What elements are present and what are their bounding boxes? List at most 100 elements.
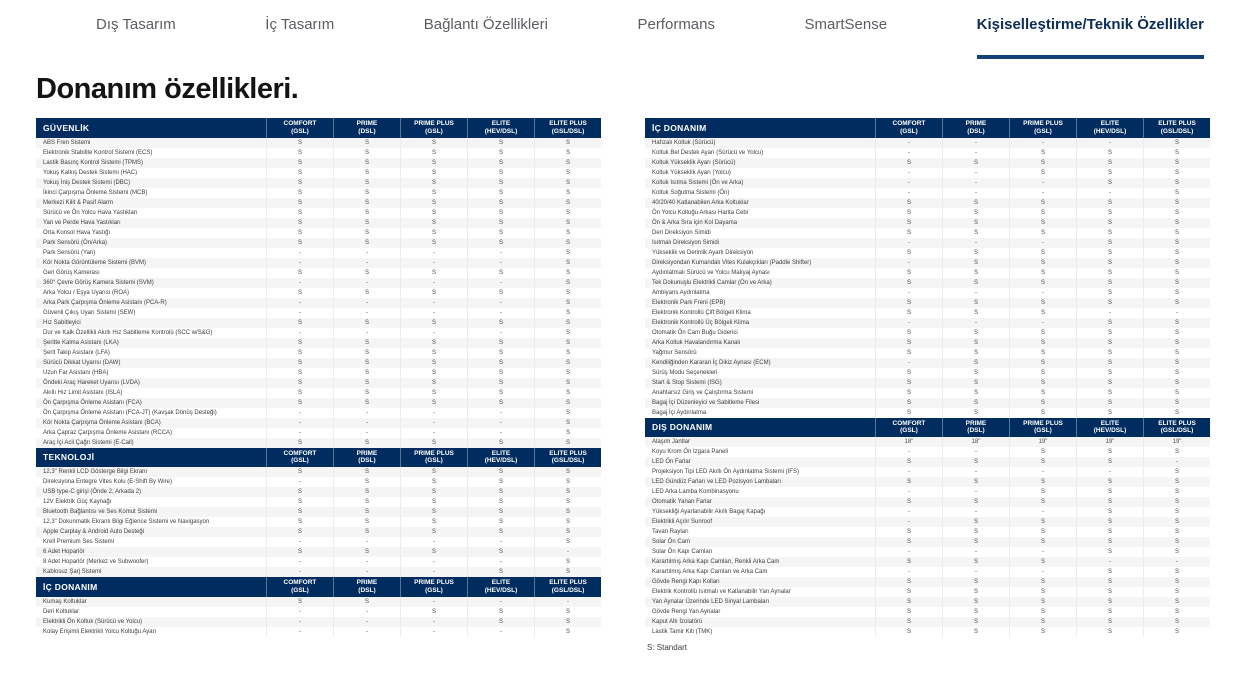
spec-value-cell: S — [399, 517, 467, 528]
spec-value-cell: S — [467, 477, 534, 488]
column-header-elite: ELITE (HEV/DSL) — [1076, 118, 1143, 138]
spec-value-cell: S — [1143, 157, 1210, 168]
spec-value-cell: - — [265, 417, 333, 428]
spec-value-cell: S — [1143, 227, 1210, 238]
column-header-elite-plus: ELITE PLUS (GSL/DSL) — [534, 577, 601, 597]
spec-value-cell: - — [399, 407, 467, 418]
column-header-elite: ELITE (HEV/DSL) — [467, 118, 534, 138]
table-row: Yokuş İniş Destek Sistemi (DBC) S S S S S — [36, 177, 601, 188]
spec-value-cell: - — [941, 467, 1009, 478]
spec-value-cell: - — [1008, 507, 1076, 518]
spec-value-cell: S — [941, 457, 1009, 468]
spec-value-cell: S — [941, 527, 1009, 538]
spec-value-cell: S — [874, 207, 942, 218]
spec-value-cell: S — [467, 237, 534, 248]
feature-label: LED Ön Farlar — [652, 459, 691, 466]
spec-value-cell: - — [467, 596, 534, 607]
spec-value-cell: S — [399, 437, 467, 448]
tab-4[interactable]: SmartSense — [804, 16, 888, 33]
spec-value-cell: S — [534, 297, 601, 308]
spec-value-cell: S — [265, 217, 333, 228]
spec-value-cell: S — [467, 437, 534, 448]
tab-1[interactable]: İç Tasarım — [265, 16, 335, 33]
table-row: Park Sensörü (Yan) - - - - S — [36, 247, 601, 258]
spec-value-cell: - — [467, 626, 534, 637]
table-row: Solar Ön Kapı Camları - - - S S — [645, 547, 1210, 558]
spec-value-cell: S — [534, 317, 601, 328]
spec-value-cell: S — [1008, 247, 1076, 258]
column-header-elite: ELITE (HEV/DSL) — [467, 447, 534, 468]
table-row: Koyu Krom Ön Izgara Paneli - - S S S — [645, 447, 1210, 458]
table-row: Elektrikli Açılır Sunroof - S S S S — [645, 517, 1210, 528]
spec-value-cell: S — [332, 177, 400, 188]
feature-label: Ön & Arka Sıra için Kol Dayama — [652, 219, 738, 226]
spec-value-cell: S — [332, 197, 400, 208]
spec-value-cell: S — [874, 387, 942, 398]
top-tab-bar: Dış Tasarım İç Tasarım Bağlantı Özellikler… — [0, 0, 1244, 59]
tab-2[interactable]: Bağlantı Özellikleri — [423, 16, 548, 33]
spec-value-cell: S — [265, 497, 333, 508]
table-row: Hız Sabitleyici S S S S S — [36, 317, 601, 328]
tab-3[interactable]: Performans — [637, 16, 715, 33]
feature-label: Kör Nokta Görüntüleme Sistemi (BVM) — [43, 259, 147, 266]
spec-value-cell: S — [1076, 377, 1143, 388]
spec-value-cell: - — [399, 567, 467, 578]
table-row: LED Gündüz Farları ve LED Pozisyon Lamba… — [645, 477, 1210, 488]
spec-table-i-donanim: İÇ DONANIM COMFORT (GSL) PRIME (DSL) PRIME PL… — [645, 118, 1210, 418]
spec-value-cell: S — [534, 277, 601, 288]
spec-value-cell: S — [332, 497, 400, 508]
spec-column-right: İÇ DONANIM COMFORT (GSL) PRIME (DSL) PRIME PL… — [645, 118, 1210, 652]
spec-value-cell: S — [1008, 307, 1076, 318]
spec-value-cell: S — [874, 247, 942, 258]
feature-label: Lastik Tamir Kiti (TMK) — [652, 629, 713, 636]
spec-value-cell: S — [265, 317, 333, 328]
spec-value-cell: S — [1076, 567, 1143, 578]
spec-value-cell: S — [534, 237, 601, 248]
spec-value-cell: - — [1008, 177, 1076, 188]
spec-value-cell: S — [1008, 297, 1076, 308]
column-header-elite-plus: ELITE PLUS (GSL/DSL) — [1143, 118, 1210, 138]
spec-value-cell: S — [1143, 197, 1210, 208]
tab-5[interactable]: Kişiselleştirme/Teknik Özellikler — [976, 16, 1204, 59]
spec-value-cell: S — [941, 597, 1009, 608]
table-row: Koltuk Yükseklik Ayarı (Yolcu) - - S S S — [645, 167, 1210, 178]
spec-value-cell: S — [1143, 257, 1210, 268]
spec-value-cell: S — [265, 287, 333, 298]
feature-label: Elektrik Kontrollü Isıtmalı ve Katlanabi… — [652, 589, 791, 596]
spec-value-cell: S — [1076, 277, 1143, 288]
feature-label: Yükseklik ve Derinlik Ayarlı Direksiyon — [652, 249, 754, 256]
spec-value-cell: - — [874, 567, 942, 578]
table-row: Direksiyona Entegre Vites Kolu (E-Shift … — [36, 477, 601, 488]
spec-value-cell: S — [1143, 597, 1210, 608]
spec-value-cell: S — [941, 497, 1009, 508]
spec-value-cell: S — [399, 547, 467, 558]
spec-value-cell: S — [399, 387, 467, 398]
spec-value-cell: - — [1076, 467, 1143, 478]
spec-value-cell: S — [1008, 457, 1076, 468]
feature-label: Yokuş Kalkış Destek Sistemi (HAC) — [43, 169, 138, 176]
spec-value-cell: S — [1076, 267, 1143, 278]
tab-0[interactable]: Dış Tasarım — [96, 16, 176, 33]
spec-value-cell: S — [1143, 337, 1210, 348]
spec-value-cell: S — [265, 177, 333, 188]
spec-value-cell: S — [874, 497, 942, 508]
spec-value-cell: - — [1008, 137, 1076, 148]
feature-label: Karartılmış Arka Kapı Camları ve Arka Ca… — [652, 569, 768, 576]
feature-label: LED Arka Lamba Kombinasyonu — [652, 489, 739, 496]
spec-value-cell: S — [265, 547, 333, 558]
table-row: USB type-C girişi (Önde 2, Arkada 2) S S S S… — [36, 487, 601, 498]
spec-value-cell: S — [1143, 327, 1210, 338]
spec-value-cell: S — [399, 207, 467, 218]
spec-value-cell: - — [874, 147, 942, 158]
spec-value-cell: S — [941, 197, 1009, 208]
spec-value-cell: S — [534, 207, 601, 218]
spec-value-cell: S — [874, 407, 942, 418]
spec-value-cell: S — [941, 617, 1009, 628]
spec-value-cell: S — [1008, 267, 1076, 278]
table-row: Güvenli Çıkış Uyarı Sistemi (SEW) - - - - S — [36, 307, 601, 318]
feature-label: Elektronik Stabilite Kontrol Sistemi (EC… — [43, 149, 153, 156]
spec-value-cell: S — [332, 337, 400, 348]
spec-value-cell: S — [265, 337, 333, 348]
table-row: Park Sensörü (Ön/Arka) S S S S S — [36, 237, 601, 248]
spec-value-cell: S — [874, 297, 942, 308]
